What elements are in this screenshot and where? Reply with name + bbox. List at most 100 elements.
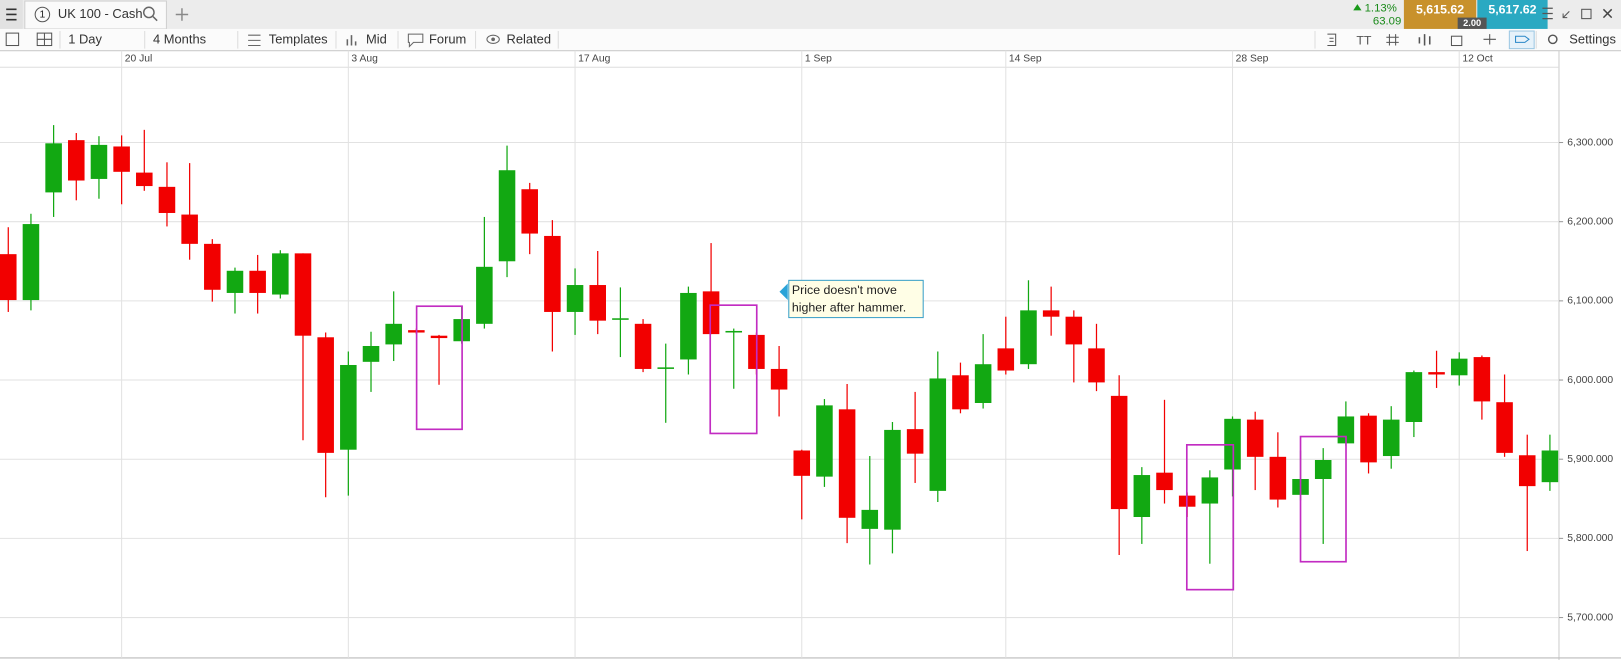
candle-body (476, 266, 493, 324)
candle-body (589, 285, 606, 321)
candle-body (521, 189, 538, 234)
add-tab[interactable] (175, 8, 189, 21)
x-tick-label: 28 Sep (1236, 54, 1269, 65)
candle-body (498, 170, 516, 262)
y-tick-label: 6,200.000 (1567, 216, 1613, 227)
top-bar (0, 0, 1621, 29)
candle-body (1065, 316, 1083, 345)
price-type-button[interactable]: Mid (366, 32, 387, 47)
candle-body (816, 405, 833, 477)
grid-icon[interactable] (1386, 34, 1399, 46)
expand-icon[interactable] (1562, 11, 1570, 19)
candle-body (544, 235, 561, 312)
candle-body (158, 186, 176, 213)
search-icon-handle (152, 16, 158, 22)
x-tick-label: 20 Jul (125, 54, 153, 65)
highlights (415, 304, 1347, 591)
candle-body (770, 368, 788, 390)
interval-button[interactable]: 1 Day (68, 32, 102, 47)
candle-body (1541, 450, 1559, 483)
candle-icon[interactable] (1418, 34, 1431, 46)
candle-body (566, 285, 584, 312)
y-tick-label: 6,000.000 (1567, 375, 1613, 386)
candle-body (181, 214, 198, 244)
highlight-box (709, 304, 758, 435)
candle-body (1450, 358, 1468, 376)
plot: 5,700.000 5,800.000 5,900.000 6,000.000 6,10… (0, 50, 1613, 658)
highlight-box (1185, 444, 1235, 591)
candle-body (906, 429, 924, 454)
options-icon[interactable] (1542, 7, 1553, 20)
highlight-box (1299, 435, 1347, 563)
candle-body (1020, 310, 1037, 365)
templates-button[interactable]: Templates (269, 32, 328, 47)
menu-icon (6, 8, 17, 21)
candle-body (680, 292, 697, 360)
tool-icon[interactable] (1327, 33, 1337, 47)
crosshair-icon[interactable] (1483, 34, 1496, 45)
candle-body (272, 253, 289, 295)
candle-body (1405, 372, 1423, 422)
candle-body (952, 375, 969, 410)
buy-button[interactable] (1477, 0, 1548, 29)
candle-body (113, 146, 130, 172)
x-tick-label: 1 Sep (805, 54, 832, 65)
popout-icon[interactable] (1581, 8, 1592, 20)
candle-body (1314, 460, 1332, 480)
settings-icon[interactable] (1547, 34, 1558, 45)
tab-number: 1 (40, 10, 46, 21)
candle-body (974, 364, 992, 403)
candle-body (22, 224, 40, 301)
candle-body (884, 429, 901, 530)
candle-body (317, 337, 334, 453)
candle-body (1042, 310, 1060, 317)
tab-badge (34, 6, 51, 23)
y-tick-label: 5,700.000 (1567, 612, 1613, 623)
forum-button[interactable]: Forum (429, 32, 466, 47)
candle-body (612, 318, 629, 320)
candle-body (1360, 415, 1377, 463)
spread-box (1457, 17, 1487, 29)
candle-body (68, 140, 85, 181)
candle-body (204, 243, 221, 290)
highlight-box (415, 305, 463, 431)
related-button[interactable]: Related (507, 32, 551, 47)
candle-body (430, 335, 448, 339)
candle-body (1269, 456, 1287, 500)
candle-body (1246, 419, 1264, 457)
buy-price: 5,617.62 (1488, 3, 1536, 17)
candle-body (725, 330, 743, 333)
range-button[interactable]: 4 Months (153, 32, 206, 47)
candle-body (793, 450, 811, 476)
candle-body (1110, 395, 1128, 510)
candle-body (1518, 455, 1536, 487)
callout (788, 279, 924, 319)
candle-body (226, 270, 244, 293)
copy-icon[interactable] (1450, 35, 1463, 47)
candle-body (1428, 372, 1445, 375)
close-icon[interactable] (1602, 8, 1613, 19)
candle-body (385, 323, 402, 345)
change-value: 63.09 (1373, 16, 1401, 28)
settings-button[interactable]: Settings (1569, 32, 1616, 47)
search-icon[interactable] (142, 6, 155, 19)
list-icon[interactable] (5, 32, 20, 47)
instrument-tab[interactable] (24, 0, 167, 30)
text-size-icon[interactable]: TT (1356, 34, 1372, 48)
y-tick-label: 6,300.000 (1567, 137, 1613, 148)
candle-body (90, 144, 108, 179)
candle-body (997, 348, 1015, 371)
x-tick-label: 12 Oct (1462, 54, 1493, 65)
tag-button[interactable] (1508, 30, 1535, 50)
candle-body (657, 367, 675, 369)
callout-pointer (779, 283, 788, 300)
candle-body (340, 364, 357, 450)
candle-body (1496, 402, 1513, 453)
candle-body (1156, 472, 1173, 491)
y-tick-label: 5,900.000 (1567, 454, 1613, 465)
candle-body (249, 270, 266, 293)
tool-bar (0, 28, 1621, 51)
candle-body (1382, 419, 1400, 457)
